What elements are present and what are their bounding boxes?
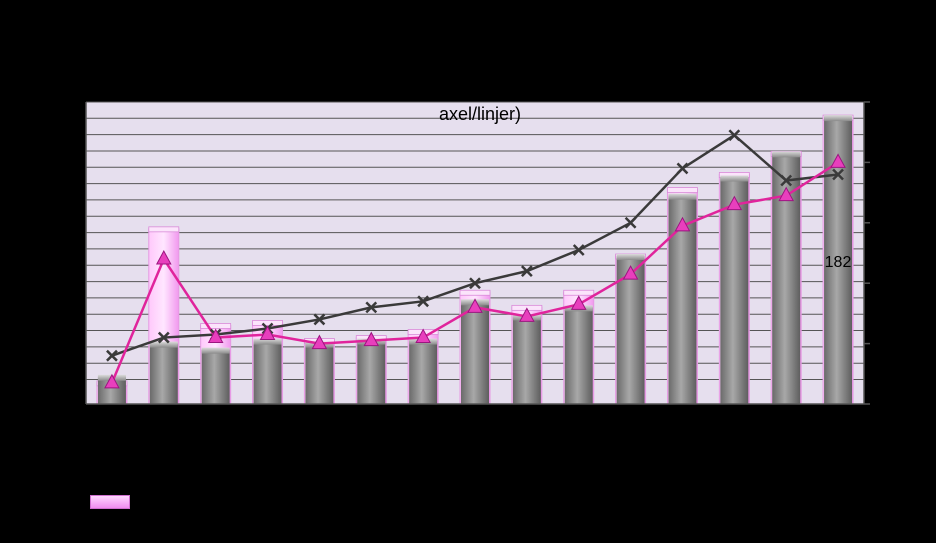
bar-front <box>357 340 386 404</box>
triangle-marker <box>674 216 691 232</box>
cross-marker <box>365 301 378 314</box>
triangle-marker <box>363 331 380 347</box>
bar-front-cap <box>824 115 853 122</box>
bar-front-cap <box>149 341 178 348</box>
triangle-marker <box>726 195 743 211</box>
cross-marker <box>417 295 430 308</box>
triangle-marker <box>104 373 120 389</box>
bar-back-cap <box>148 226 180 233</box>
bar-back-cap <box>563 289 595 296</box>
bar-front-cap <box>201 347 230 354</box>
bar-front <box>461 301 489 404</box>
cross-marker <box>624 216 637 229</box>
bar-front <box>149 343 178 404</box>
bar-front <box>564 307 593 404</box>
triangle-marker <box>207 328 224 344</box>
triangle-marker <box>155 249 172 265</box>
bar-front-cap <box>772 151 801 158</box>
triangle-marker <box>415 328 431 344</box>
cross-marker <box>728 129 741 142</box>
triangle-marker <box>570 295 587 310</box>
bar-front <box>201 349 230 404</box>
bar-front <box>720 177 749 404</box>
bar-front <box>305 343 334 404</box>
chart-title: axel/linjer) <box>439 104 521 124</box>
cross-marker <box>572 244 585 256</box>
axes <box>85 101 870 405</box>
line-series <box>104 129 846 389</box>
triangle-marker <box>467 298 483 313</box>
triangle-marker <box>519 307 535 322</box>
cross-marker <box>832 168 844 181</box>
cross-marker <box>520 265 533 278</box>
cross-marker <box>313 313 326 326</box>
bar-back-cap <box>200 323 232 329</box>
cross-marker <box>676 162 689 175</box>
cross-marker <box>469 277 481 290</box>
bar-back-cap <box>459 289 491 296</box>
data-label-182: 182 <box>825 254 852 271</box>
bar-front-cap <box>253 338 282 345</box>
legend-swatch <box>90 495 130 509</box>
cross-marker <box>780 174 793 187</box>
triangle-marker <box>830 153 846 168</box>
bar-back-cap <box>667 187 698 193</box>
bar-front <box>409 340 438 404</box>
triangle-marker <box>259 325 276 341</box>
bar-front <box>512 316 541 404</box>
bar-front-cap <box>720 175 749 182</box>
bar-back-cap <box>252 320 283 326</box>
bar-front-cap <box>616 254 645 261</box>
triangle-marker <box>311 334 328 350</box>
cross-marker <box>157 331 170 344</box>
bar-front-cap <box>668 193 697 200</box>
triangle-marker <box>622 265 639 280</box>
cross-marker <box>106 349 118 362</box>
bar-front <box>253 340 282 404</box>
triangle-marker <box>778 186 795 202</box>
